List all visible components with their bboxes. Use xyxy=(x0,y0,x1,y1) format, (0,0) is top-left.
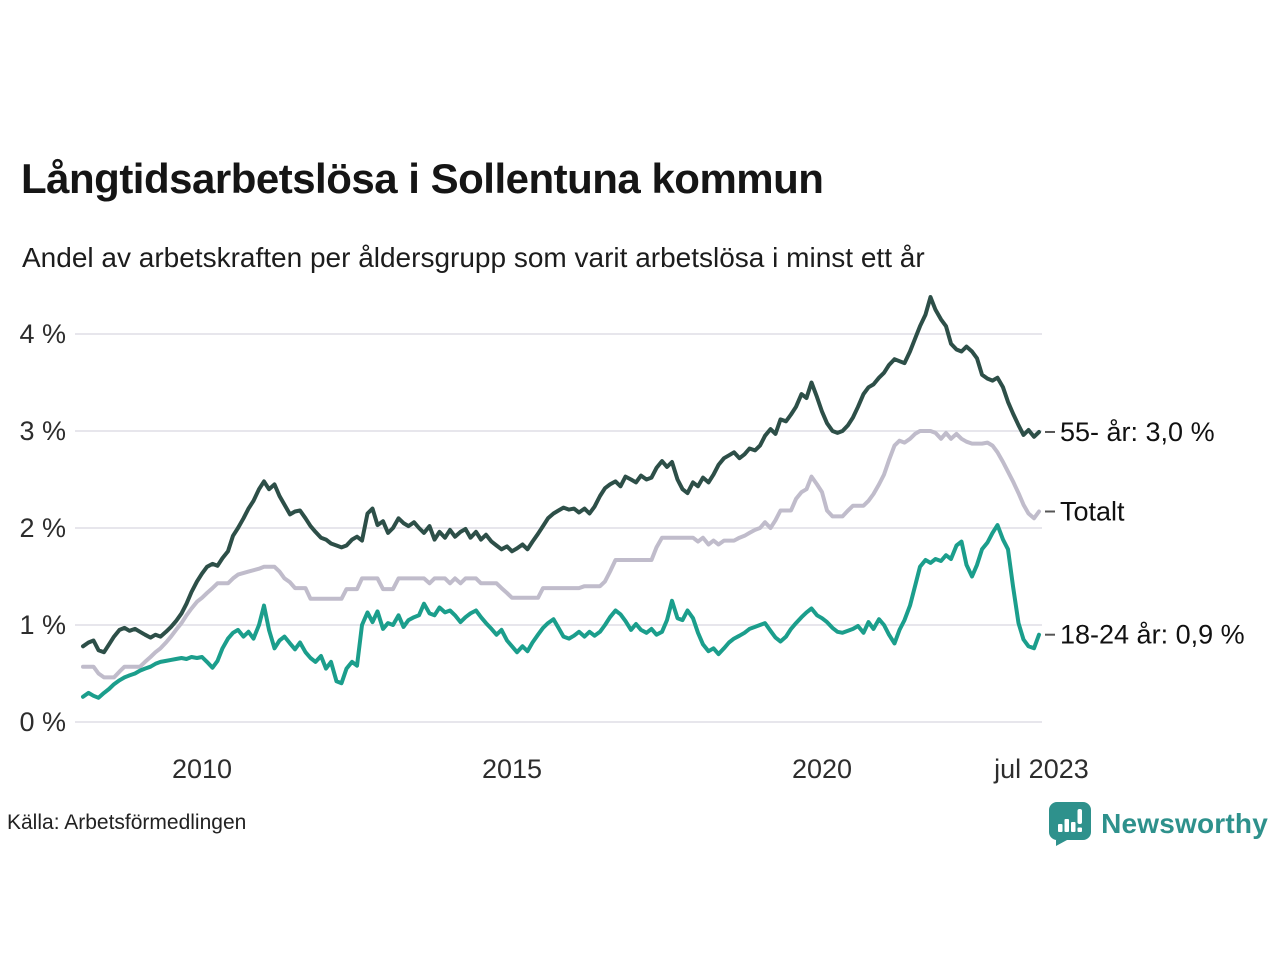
y-axis-tick-label: 1 % xyxy=(19,610,66,640)
series-line-total xyxy=(81,429,1041,680)
y-axis-tick-label: 4 % xyxy=(19,319,66,349)
x-axis-tick-label: 2020 xyxy=(792,754,852,784)
series-end-label-55: 55- år: 3,0 % xyxy=(1060,417,1215,447)
series-end-label-total: Totalt xyxy=(1060,497,1125,527)
page-subtitle: Andel av arbetskraften per åldersgrupp s… xyxy=(22,242,925,273)
y-axis-tick-label: 0 % xyxy=(19,707,66,737)
y-axis-tick-label: 2 % xyxy=(19,513,66,543)
newsworthy-logo-icon xyxy=(1049,802,1092,846)
newsworthy-wordmark: Newsworthy xyxy=(1101,808,1268,839)
source-note: Källa: Arbetsförmedlingen xyxy=(7,811,247,834)
x-axis-tick-label: jul 2023 xyxy=(993,754,1089,784)
series-line-youth xyxy=(81,523,1041,700)
x-axis-tick-label: 2015 xyxy=(482,754,542,784)
page-title: Långtidsarbetslösa i Sollentuna kommun xyxy=(21,155,824,203)
x-axis-tick-label: 2010 xyxy=(172,754,232,784)
y-axis-tick-label: 3 % xyxy=(19,416,66,446)
series-line-55 xyxy=(81,295,1041,655)
series-end-label-youth: 18-24 år: 0,9 % xyxy=(1060,620,1245,650)
newsworthy-brand: Newsworthy xyxy=(1046,800,1268,848)
